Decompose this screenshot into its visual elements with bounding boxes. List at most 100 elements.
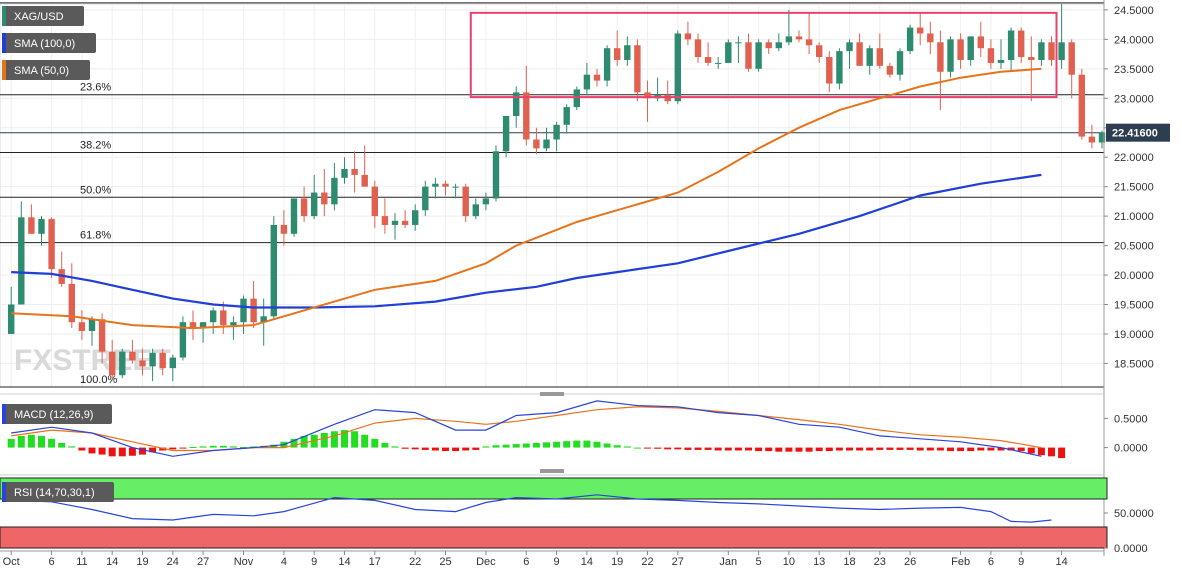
candle-body — [563, 107, 570, 125]
candle-body — [543, 139, 550, 149]
candle-body — [98, 319, 106, 352]
macd-histogram-bar — [371, 438, 379, 448]
candle-body — [977, 36, 984, 49]
time-tick-label: 27 — [197, 556, 209, 568]
time-tick-label: 11 — [76, 556, 87, 568]
macd-histogram-bar — [835, 447, 843, 451]
candle-body — [189, 322, 197, 329]
candle-body — [341, 168, 348, 178]
macd-histogram-bar — [108, 447, 116, 457]
macd-histogram-bar — [876, 447, 884, 450]
sma50-legend: SMA (50,0) — [2, 60, 90, 80]
macd-histogram-bar — [462, 447, 470, 451]
macd-histogram-bar — [957, 447, 965, 452]
candle-body — [240, 298, 247, 323]
candle-body — [260, 316, 267, 323]
candle-body — [482, 198, 490, 205]
macd-histogram-bar — [654, 447, 662, 449]
candle-body — [68, 283, 75, 323]
price-tick-label: 21.5000 — [1114, 182, 1154, 194]
macd-legend: MACD (12,26,9) — [2, 404, 112, 424]
candle-body — [533, 139, 540, 149]
candle-body — [1068, 42, 1075, 75]
time-tick-label: 22 — [409, 556, 421, 568]
candle-body — [634, 45, 641, 93]
macd-histogram-bar — [17, 435, 25, 448]
rsi-line — [11, 494, 1052, 523]
candle-body — [38, 219, 45, 234]
macd-histogram-bar — [1017, 447, 1025, 452]
macd-histogram-bar — [1037, 447, 1045, 456]
macd-histogram-bar — [633, 447, 641, 449]
macd-histogram-bar — [421, 447, 429, 450]
candle-body — [644, 92, 651, 99]
candle-body — [917, 27, 924, 34]
candle-body — [1018, 30, 1025, 58]
drag-handle — [540, 392, 564, 396]
candle-body — [179, 322, 187, 358]
macd-histogram-bar — [482, 446, 490, 448]
drag-handle — [540, 469, 564, 473]
candle-body — [1038, 42, 1045, 60]
macd-histogram-bar — [38, 435, 45, 448]
candle-body — [230, 322, 237, 326]
time-tick-label: Nov — [234, 556, 254, 568]
macd-legend-swatch — [2, 404, 6, 424]
macd-histogram-bar — [563, 441, 571, 448]
candle-body — [462, 186, 469, 217]
price-tick-label: 20.5000 — [1114, 241, 1154, 253]
candle-body — [664, 95, 671, 102]
macd-histogram-bar — [199, 446, 207, 448]
time-tick-label: 26 — [904, 556, 916, 568]
macd-histogram-bar — [179, 447, 187, 449]
price-tick-label: 19.5000 — [1114, 300, 1154, 312]
candle-body — [270, 224, 277, 317]
candle-body — [199, 322, 207, 329]
macd-histogram-bar — [997, 447, 1005, 451]
time-tick-label: 19 — [136, 556, 148, 568]
candle-body — [947, 39, 954, 72]
macd-histogram-bar — [593, 441, 601, 448]
macd-histogram-bar — [674, 447, 682, 450]
candle-body — [1088, 136, 1096, 143]
sma50-legend-swatch — [2, 60, 6, 80]
candle-body — [48, 219, 55, 270]
macd-histogram-bar — [78, 447, 86, 451]
rsi-oversold-zone — [0, 526, 1108, 549]
macd-histogram-bar — [452, 447, 460, 452]
time-tick-label: 25 — [439, 556, 451, 568]
macd-histogram-bar — [149, 447, 157, 453]
candle-body — [311, 192, 318, 217]
macd-histogram-bar — [442, 447, 449, 452]
macd-histogram-bar — [644, 447, 651, 449]
candle-body — [593, 74, 601, 81]
candle-body — [987, 48, 995, 63]
macd-histogram-bar — [553, 441, 561, 448]
candle-body — [139, 360, 146, 367]
macd-histogram-bar — [573, 440, 581, 448]
macd-histogram-bar — [159, 447, 167, 451]
macd-histogram-bar — [755, 447, 763, 452]
symbol-label-text: XAG/USD — [14, 11, 64, 23]
fib-level-label: 38.2% — [80, 139, 111, 151]
time-tick-label: 10 — [783, 556, 795, 568]
macd-histogram-bar — [240, 447, 247, 448]
macd-histogram-bar — [1058, 447, 1066, 459]
candle-body — [997, 59, 1005, 63]
candle-body — [816, 45, 823, 58]
macd-histogram-bar — [532, 442, 540, 448]
macd-histogram-bar — [139, 447, 146, 455]
last-price-bg — [1106, 123, 1170, 142]
candle-body — [896, 51, 904, 75]
candle-body — [351, 168, 358, 175]
macd-histogram-bar — [401, 447, 409, 449]
fib-level-label: 0.0% — [80, 0, 105, 2]
candle-body — [614, 48, 621, 60]
candle-body — [129, 351, 136, 361]
candle-body — [492, 151, 500, 199]
macd-histogram-bar — [684, 447, 692, 450]
time-tick-label: 24 — [167, 556, 179, 568]
time-tick-label: Jan — [719, 556, 737, 568]
rsi-tick-label: 50.0000 — [1114, 508, 1154, 520]
candle-body — [280, 224, 288, 234]
